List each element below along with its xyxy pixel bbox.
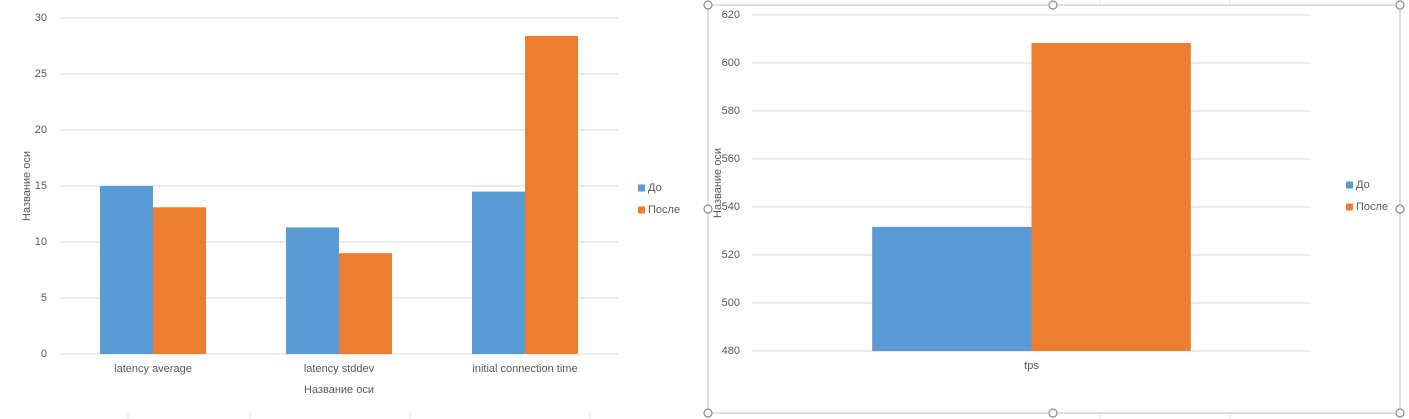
- y-tick-label: 600: [722, 57, 740, 69]
- y-tick-label: 10: [35, 236, 47, 248]
- bar: [285, 227, 339, 354]
- bar: [471, 191, 525, 354]
- handle[interactable]: [703, 204, 713, 214]
- y-axis-title: Название оси: [712, 148, 724, 218]
- legend-label: До: [1356, 179, 1370, 191]
- bar: [525, 35, 579, 355]
- handle[interactable]: [1395, 0, 1405, 10]
- y-tick-label: 500: [722, 297, 740, 309]
- y-tick-label: 480: [722, 345, 740, 357]
- bar: [339, 253, 393, 354]
- y-tick-label: 540: [722, 201, 740, 213]
- handle[interactable]: [1395, 204, 1405, 214]
- y-tick-label: 620: [722, 9, 740, 21]
- legend-label: После: [648, 204, 680, 216]
- bar: [153, 207, 207, 354]
- legend-swatch: [1346, 203, 1353, 211]
- legend-swatch: [638, 206, 645, 214]
- resize-handles: [703, 0, 1405, 418]
- x-tick-label: latency stddev: [304, 363, 375, 375]
- y-tick-label: 5: [41, 292, 47, 304]
- handle[interactable]: [703, 0, 713, 10]
- bar: [99, 186, 153, 354]
- x-tick-label: initial connection time: [472, 363, 577, 375]
- x-axis-title: Название оси: [304, 384, 374, 396]
- y-tick-label: 520: [722, 249, 740, 261]
- y-tick-label: 30: [35, 12, 47, 24]
- handle[interactable]: [1048, 408, 1058, 418]
- y-tick-label: 15: [35, 180, 47, 192]
- chart: 480 500 520 540 560 580 600 620 tps Название оси Д…: [712, 9, 1388, 372]
- handle[interactable]: [703, 408, 713, 418]
- handle[interactable]: [1048, 0, 1058, 10]
- chart: 0 5 10 15 20 25 30 latency average latency stdde…: [21, 12, 680, 396]
- y-tick-label: 560: [722, 153, 740, 165]
- x-tick-label: tps: [1024, 360, 1039, 372]
- y-tick-label: 25: [35, 68, 47, 80]
- x-tick-label: latency average: [114, 363, 192, 375]
- y-tick-label: 580: [722, 105, 740, 117]
- handle[interactable]: [1395, 408, 1405, 418]
- legend-swatch: [1346, 181, 1353, 189]
- y-tick-label: 20: [35, 124, 47, 136]
- legend-label: До: [648, 182, 662, 194]
- y-tick-label: 0: [41, 348, 47, 360]
- legend-swatch: [638, 184, 645, 192]
- legend-label: После: [1356, 201, 1388, 213]
- bar: [872, 226, 1032, 351]
- y-axis-title: Название оси: [21, 151, 33, 221]
- bar: [1031, 43, 1191, 351]
